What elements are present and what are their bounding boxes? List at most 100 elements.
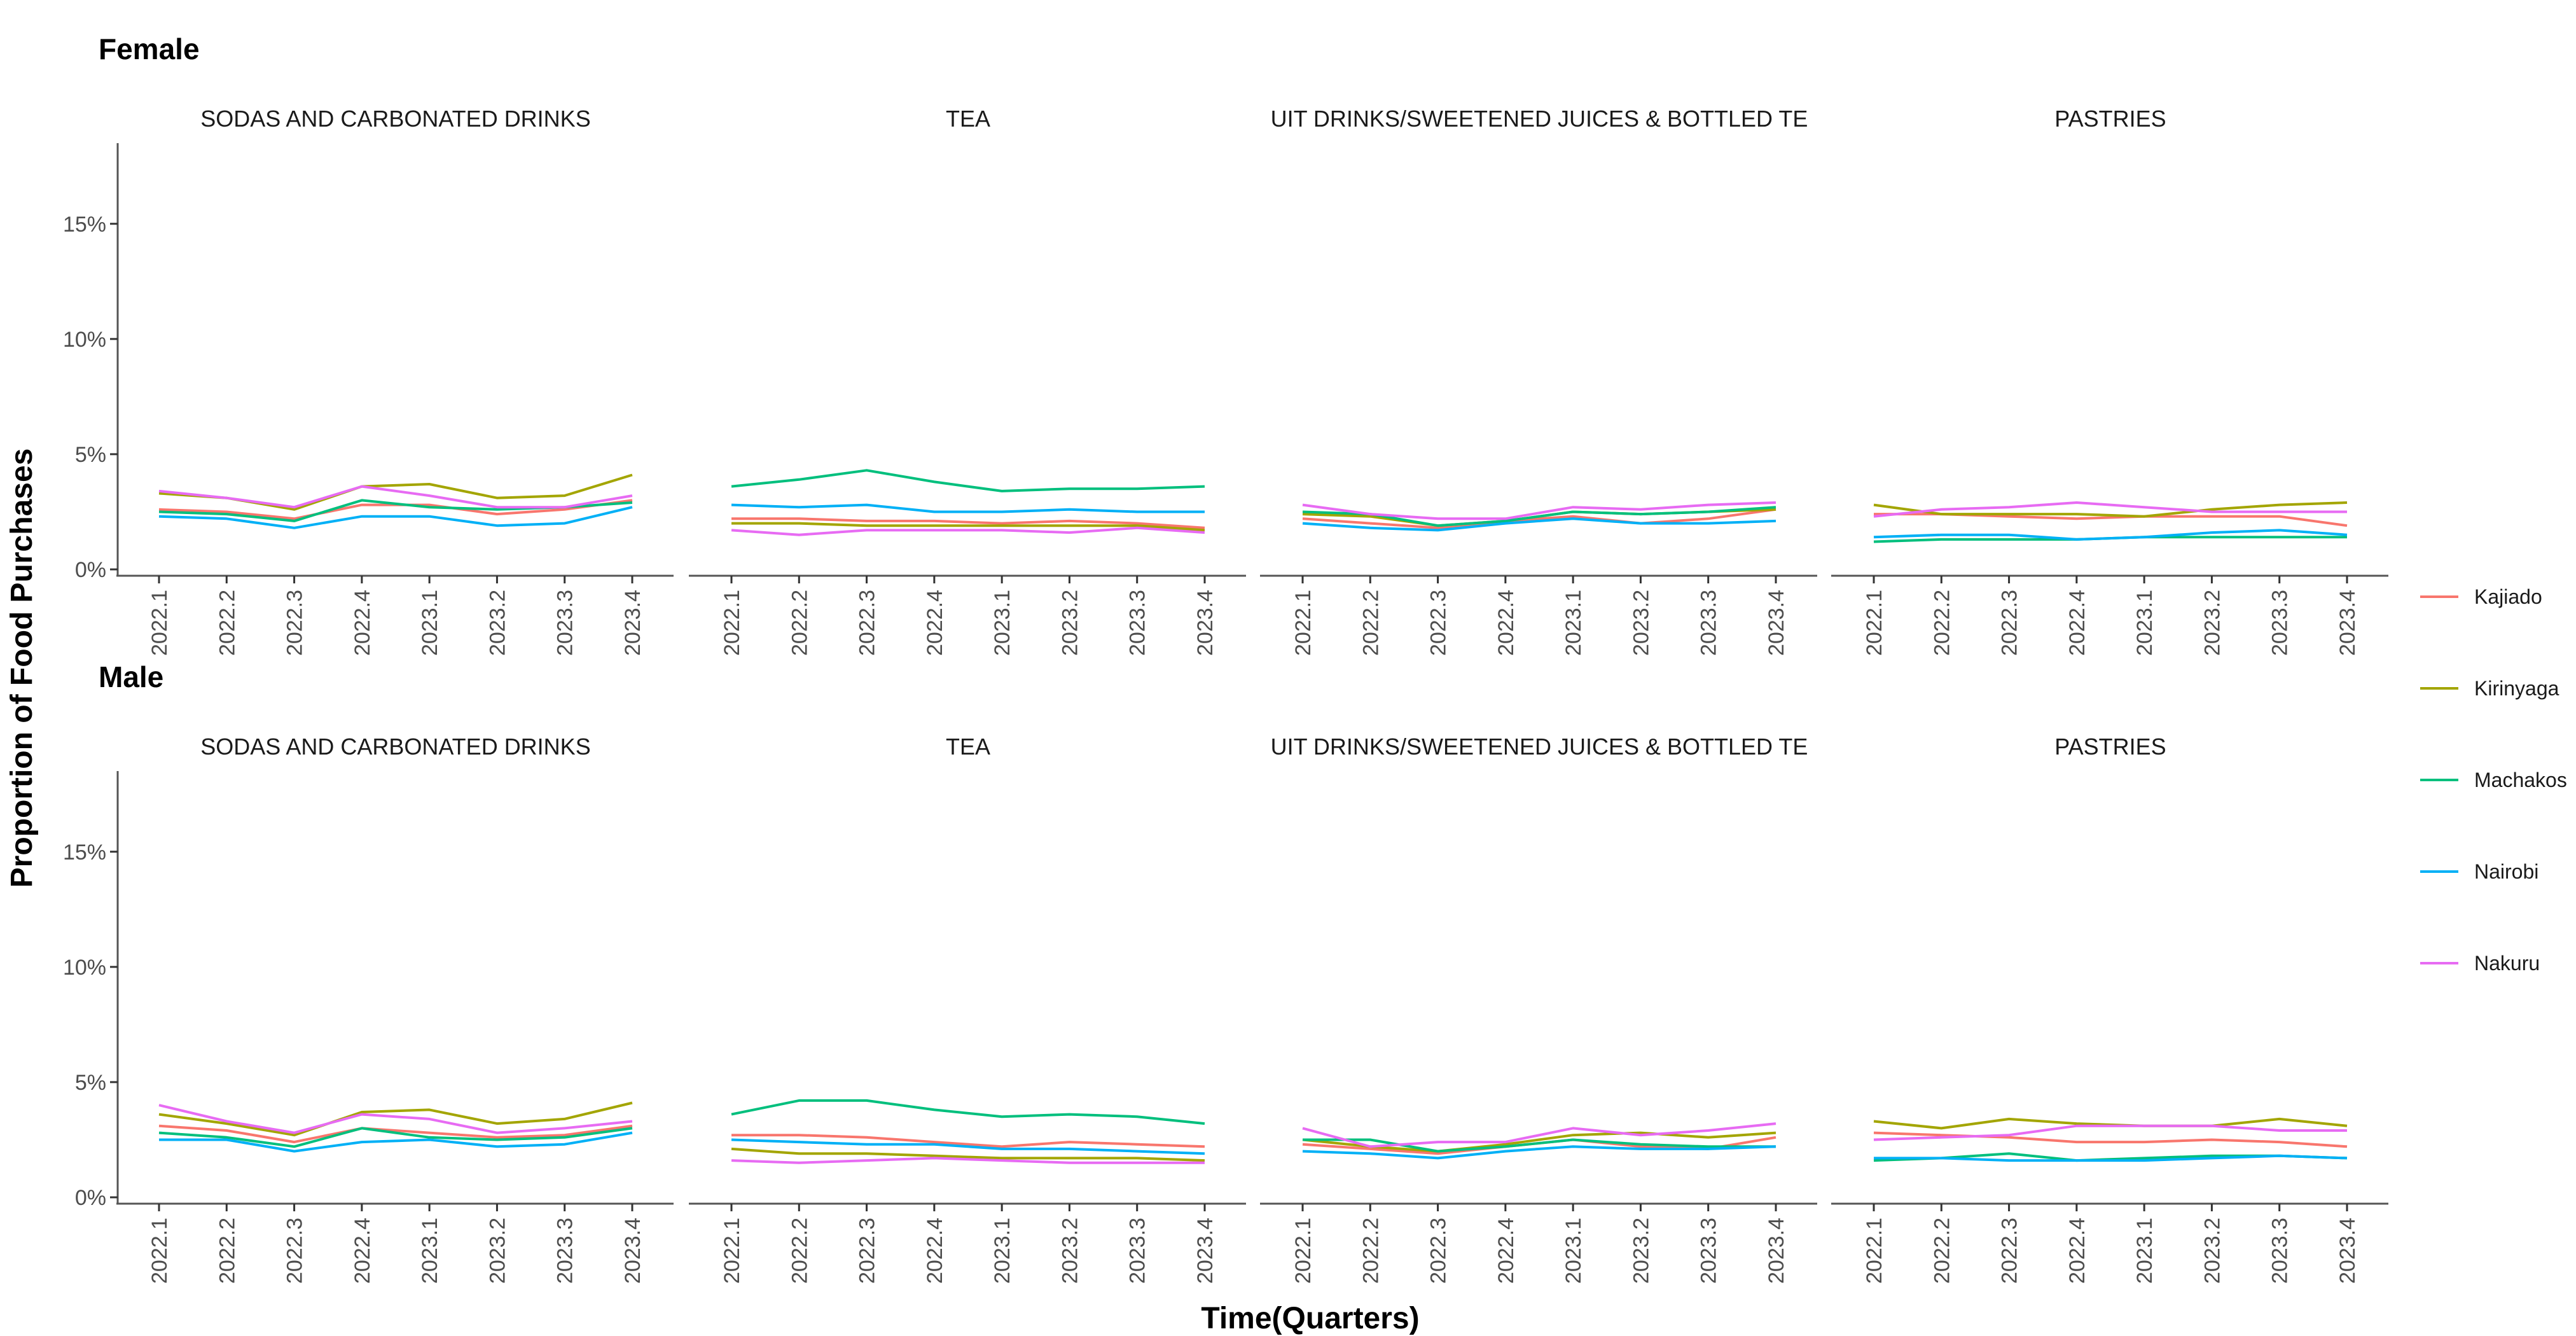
facet-panel: UIT DRINKS/SWEETENED JUICES & BOTTLED TE… bbox=[1260, 106, 1817, 656]
series-line-kirinyaga bbox=[1302, 1131, 1776, 1153]
x-tick-label: 2022.1 bbox=[720, 1218, 744, 1284]
x-tick-label: 2023.4 bbox=[621, 590, 645, 656]
x-tick-label: 2023.2 bbox=[485, 590, 509, 656]
legend-label: Kirinyaga bbox=[2474, 677, 2559, 700]
x-tick-label: 2022.2 bbox=[215, 590, 239, 656]
series-line-machakos bbox=[1303, 1138, 1776, 1153]
x-tick-label: 2023.2 bbox=[1629, 590, 1653, 656]
series-line-nairobi bbox=[1302, 1145, 1776, 1160]
legend-item-machakos: Machakos bbox=[2420, 769, 2567, 791]
x-tick-label: 2023.4 bbox=[2336, 590, 2360, 656]
x-tick-label: 2023.4 bbox=[621, 1218, 645, 1284]
x-tick-label: 2023.3 bbox=[1126, 590, 1150, 656]
x-tick-label: 2023.2 bbox=[485, 1218, 509, 1284]
legend: Kajiado Kirinyaga Machakos Nairobi Nakuru bbox=[2420, 585, 2567, 975]
series-line-nairobi bbox=[1873, 529, 2348, 541]
x-tick-label: 2022.3 bbox=[1427, 1218, 1451, 1284]
x-tick-label: 2023.4 bbox=[1764, 1218, 1789, 1284]
group-label: Male bbox=[99, 660, 163, 693]
y-tick-label: 0% bbox=[75, 1186, 106, 1210]
group-layer: Female 0% 5% 10% 15% SODAS AND CARBONATED DRI… bbox=[63, 32, 2388, 1284]
facet-panel: SODAS AND CARBONATED DRINKS 2022.1 2022.2 2… bbox=[116, 734, 674, 1284]
x-tick-label: 2023.1 bbox=[418, 590, 442, 656]
facet-title: PASTRIES bbox=[2054, 734, 2166, 760]
facet-title: SODAS AND CARBONATED DRINKS bbox=[200, 734, 590, 760]
x-tick-label: 2022.3 bbox=[1998, 1218, 2022, 1284]
series-line-kirinyaga bbox=[731, 522, 1205, 532]
x-tick-label: 2023.3 bbox=[1697, 590, 1721, 656]
series-line-kajiado bbox=[158, 1124, 633, 1144]
x-tick-label: 2022.3 bbox=[855, 1218, 880, 1284]
x-tick-label: 2022.2 bbox=[1930, 590, 1954, 656]
series-line-kirinyaga bbox=[1873, 501, 2348, 518]
facet-panel: PASTRIES 2022.1 2022.2 2022.3 2022.4 2023.1 20… bbox=[1831, 734, 2388, 1284]
series-line-nakuru bbox=[731, 526, 1205, 536]
legend-item-nakuru: Nakuru bbox=[2420, 952, 2540, 975]
facet-title: UIT DRINKS/SWEETENED JUICES & BOTTLED TE bbox=[1271, 106, 1808, 132]
series-line-machakos bbox=[731, 1099, 1205, 1125]
legend-label: Nairobi bbox=[2474, 860, 2538, 883]
series-line-nairobi bbox=[1874, 1154, 2348, 1162]
legend-label: Nakuru bbox=[2474, 952, 2540, 975]
x-tick-label: 2022.2 bbox=[1359, 1218, 1383, 1284]
legend-item-kajiado: Kajiado bbox=[2420, 585, 2542, 608]
legend-label: Machakos bbox=[2474, 769, 2567, 791]
x-tick-label: 2022.1 bbox=[1862, 1218, 1887, 1284]
x-tick-label: 2023.1 bbox=[990, 590, 1014, 656]
x-tick-label: 2023.4 bbox=[2336, 1218, 2360, 1284]
x-tick-label: 2022.4 bbox=[350, 1218, 375, 1284]
x-tick-label: 2022.2 bbox=[1930, 1218, 1954, 1284]
series-line-machakos bbox=[731, 469, 1205, 492]
x-tick-label: 2022.2 bbox=[215, 1218, 239, 1284]
series-line-nakuru bbox=[731, 1157, 1205, 1164]
series-line-nakuru bbox=[1302, 501, 1776, 520]
series-line-nairobi bbox=[158, 506, 633, 529]
x-tick-label: 2023.4 bbox=[1764, 590, 1789, 656]
x-tick-label: 2022.3 bbox=[1998, 590, 2022, 656]
x-tick-label: 2022.1 bbox=[1291, 1218, 1315, 1284]
y-axis-title: Proportion of Food Purchases bbox=[5, 449, 39, 888]
x-tick-label: 2023.2 bbox=[2200, 1218, 2224, 1284]
x-tick-label: 2022.4 bbox=[923, 590, 947, 656]
x-tick-label: 2022.3 bbox=[1427, 590, 1451, 656]
series-line-kajiado bbox=[1873, 1131, 2348, 1148]
x-tick-label: 2022.4 bbox=[2065, 590, 2089, 656]
x-tick-label: 2023.3 bbox=[553, 590, 578, 656]
y-tick-label: 10% bbox=[63, 956, 106, 980]
series-line-nakuru bbox=[158, 1104, 633, 1134]
series-line-kajiado bbox=[731, 1134, 1205, 1148]
y-tick-label: 0% bbox=[75, 558, 106, 582]
legend-label: Kajiado bbox=[2474, 585, 2542, 608]
x-tick-label: 2023.1 bbox=[1562, 590, 1586, 656]
series-line-nairobi bbox=[1302, 517, 1776, 532]
x-tick-label: 2022.3 bbox=[283, 1218, 307, 1284]
x-tick-label: 2022.3 bbox=[855, 590, 880, 656]
series-line-nairobi bbox=[731, 503, 1205, 513]
series-line-nakuru bbox=[1873, 1124, 2347, 1141]
x-tick-label: 2022.2 bbox=[787, 1218, 812, 1284]
series-line-nakuru bbox=[1302, 1122, 1776, 1148]
facet-panel: TEA 2022.1 2022.2 2022.3 2022.4 2023.1 2023.2 2… bbox=[689, 106, 1246, 656]
y-tick-label: 5% bbox=[75, 1071, 106, 1095]
x-tick-label: 2023.2 bbox=[1629, 1218, 1653, 1284]
facet-title: TEA bbox=[946, 734, 990, 760]
series-line-kirinyaga bbox=[158, 1101, 633, 1137]
x-tick-label: 2022.1 bbox=[1291, 590, 1315, 656]
x-tick-label: 2022.4 bbox=[1494, 590, 1518, 656]
facet-panel: SODAS AND CARBONATED DRINKS 2022.1 2022.2 2… bbox=[116, 106, 674, 656]
x-tick-label: 2023.3 bbox=[1126, 1218, 1150, 1284]
x-tick-label: 2023.1 bbox=[990, 1218, 1014, 1284]
facet-panel: UIT DRINKS/SWEETENED JUICES & BOTTLED TE… bbox=[1260, 734, 1817, 1284]
x-tick-label: 2023.2 bbox=[1058, 590, 1082, 656]
facet-group-male: Male 0% 5% 10% 15% SODAS AND CARBONATED DRINK… bbox=[63, 660, 2388, 1284]
x-tick-label: 2023.2 bbox=[2200, 590, 2224, 656]
facet-title: TEA bbox=[946, 106, 990, 132]
series-line-nairobi bbox=[731, 1138, 1205, 1155]
legend-item-kirinyaga: Kirinyaga bbox=[2420, 677, 2559, 700]
x-tick-label: 2022.3 bbox=[283, 590, 307, 656]
facet-group-female: Female 0% 5% 10% 15% SODAS AND CARBONATED DRI… bbox=[63, 32, 2388, 656]
y-tick-label: 15% bbox=[63, 840, 106, 865]
series-line-kajiado bbox=[731, 517, 1205, 529]
x-tick-label: 2023.1 bbox=[2133, 1218, 2157, 1284]
